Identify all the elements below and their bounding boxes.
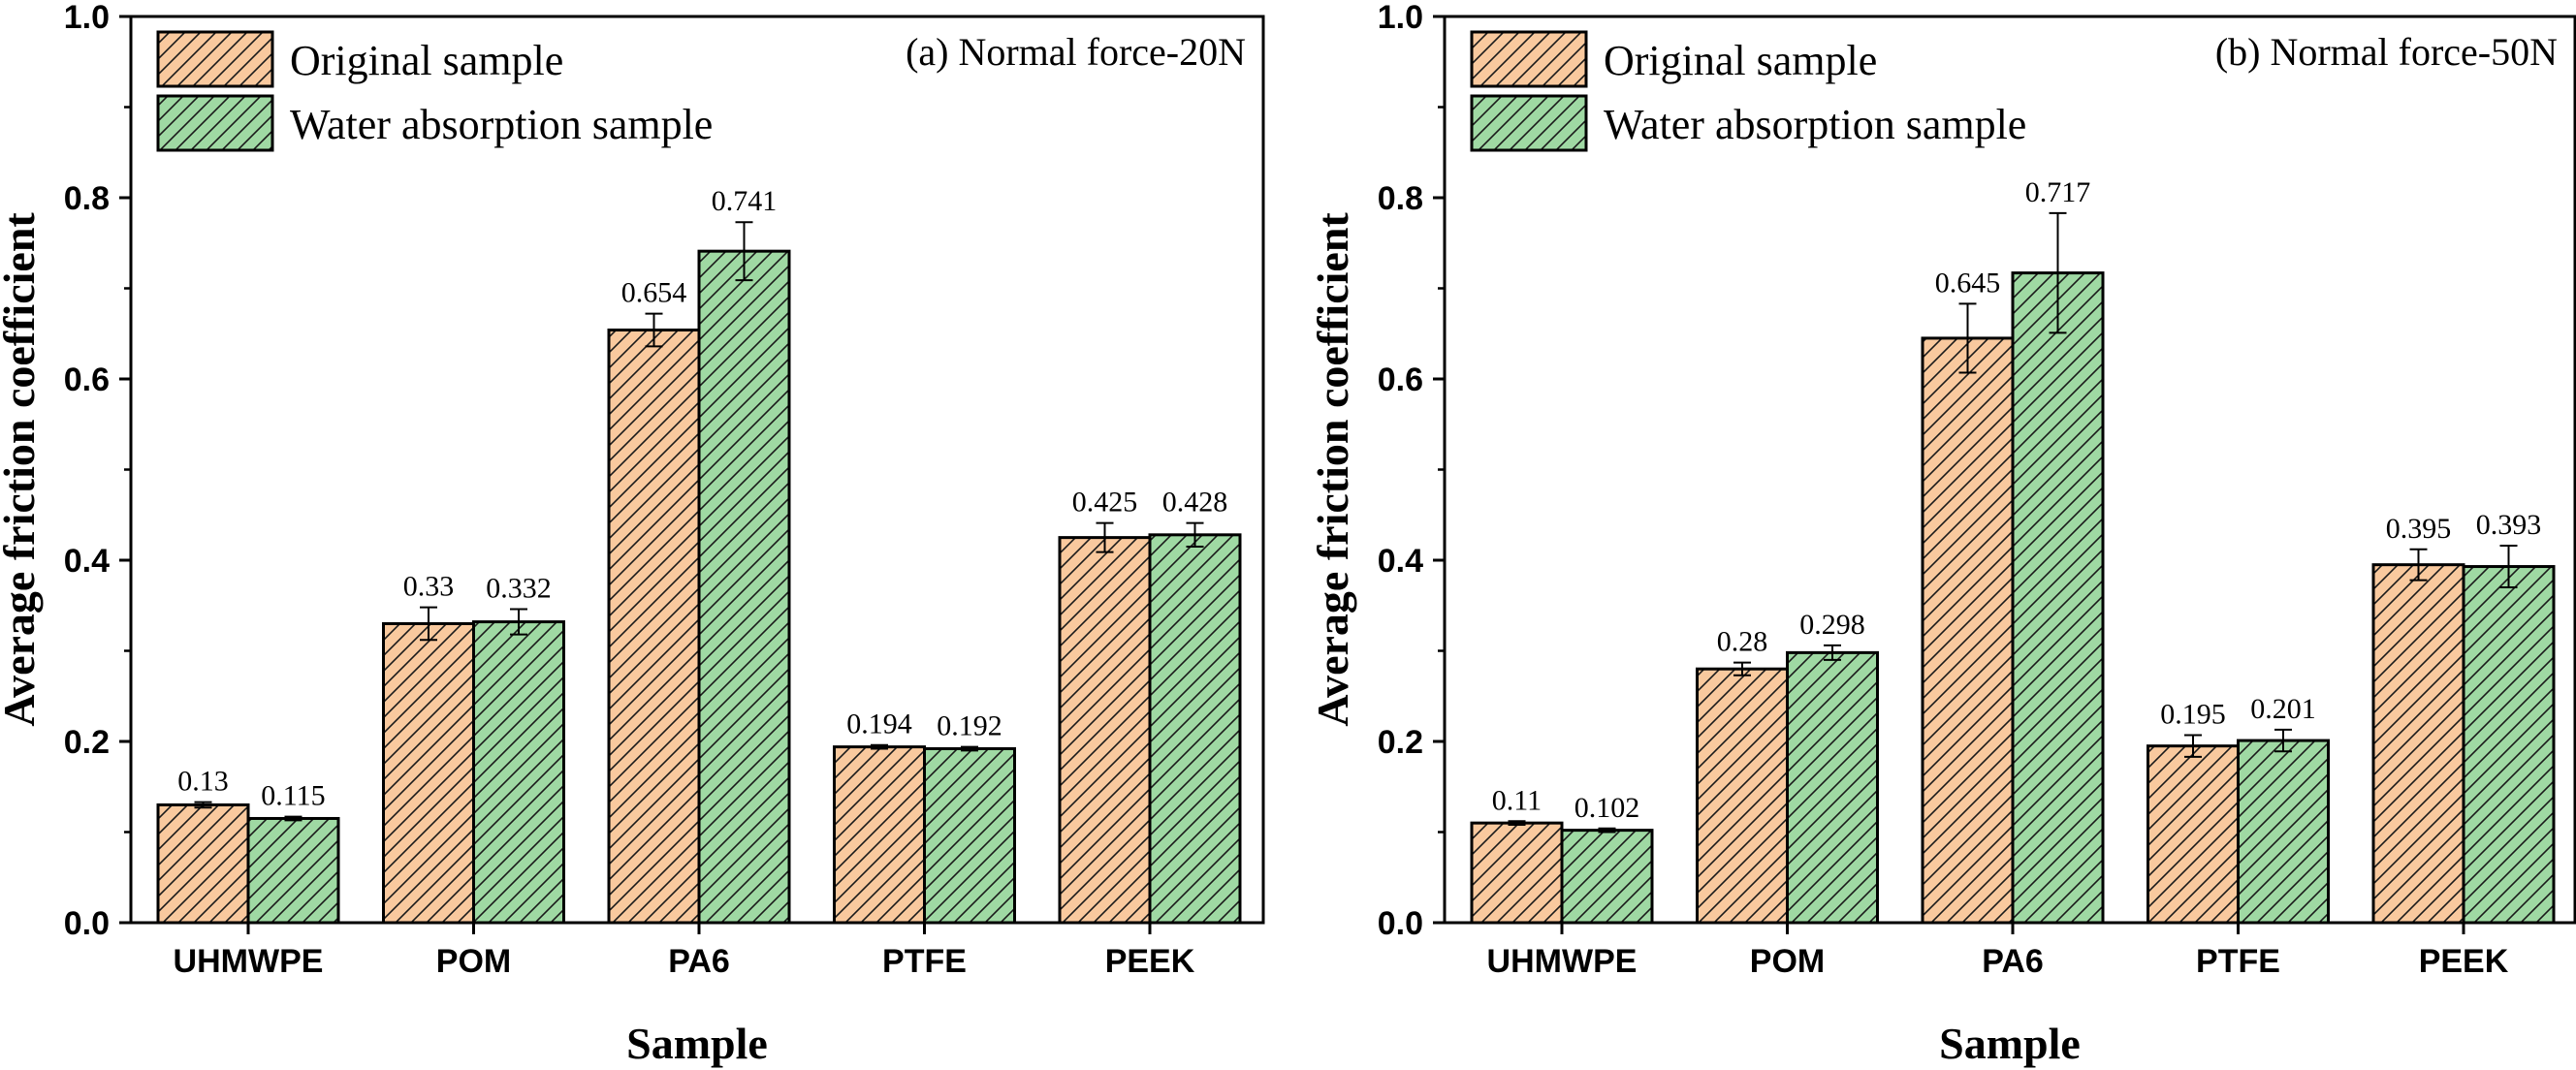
data-label: 0.13 — [177, 766, 229, 798]
bar — [2462, 565, 2556, 925]
data-label: 0.192 — [937, 710, 1002, 742]
panel-title: (a) Normal force-20N — [906, 30, 1246, 74]
bar — [923, 746, 1016, 925]
legend-label: Water absorption sample — [290, 101, 713, 148]
x-tick-label: POM — [1750, 943, 1825, 980]
y-tick-label: 0.8 — [64, 180, 110, 217]
data-label: 0.425 — [1072, 487, 1138, 519]
data-label: 0.195 — [2160, 698, 2226, 730]
bar — [2011, 271, 2105, 925]
bar — [156, 802, 250, 925]
data-label: 0.28 — [1717, 626, 1768, 658]
x-axis-title: Sample — [1939, 1019, 2081, 1068]
legend-swatch — [156, 30, 274, 88]
y-tick-label: 0.0 — [1378, 905, 1423, 942]
y-tick-label: 0.4 — [1378, 543, 1423, 580]
legend-swatch — [1470, 94, 1588, 152]
bar — [1786, 650, 1879, 925]
y-axis-title: Average friction coefficient — [0, 212, 44, 727]
bar — [1058, 536, 1152, 925]
x-tick-label: UHMWPE — [174, 943, 324, 980]
bar — [2371, 563, 2465, 925]
data-label: 0.11 — [1492, 784, 1542, 816]
bar — [246, 816, 340, 925]
bar — [1148, 533, 1242, 925]
plot-frame — [129, 15, 1265, 925]
bar — [697, 249, 791, 925]
y-tick-label: 0.4 — [64, 543, 110, 580]
y-tick-label: 0.0 — [64, 905, 110, 942]
y-tick-label: 0.2 — [1378, 724, 1423, 761]
data-label: 0.33 — [403, 571, 455, 603]
data-label: 0.428 — [1162, 487, 1228, 519]
data-label: 0.115 — [261, 780, 325, 812]
x-tick-label: PTFE — [2196, 943, 2280, 980]
data-label: 0.194 — [846, 708, 912, 740]
bar — [1921, 336, 2015, 925]
legend-swatch — [156, 94, 274, 152]
y-tick-label: 1.0 — [64, 0, 110, 36]
data-label: 0.654 — [621, 277, 687, 309]
data-label: 0.741 — [712, 185, 778, 217]
chart-panel-b: 0.0 0.2 0.4 0.6 0.8 1.0 0.11 0.102 UHMWPE 0.28 0.2… — [1308, 0, 2576, 1068]
bar — [1470, 821, 1564, 925]
bar — [607, 329, 701, 925]
x-tick-label: UHMWPE — [1487, 943, 1638, 980]
bar — [1696, 667, 1789, 925]
data-label: 0.102 — [1574, 792, 1640, 824]
data-label: 0.298 — [1799, 609, 1865, 641]
y-tick-label: 0.6 — [1378, 362, 1423, 398]
data-label: 0.395 — [2386, 513, 2452, 545]
legend-label: Original sample — [1604, 37, 1877, 84]
bar — [382, 621, 475, 925]
bar — [1560, 829, 1654, 925]
data-label: 0.332 — [486, 572, 552, 604]
data-label: 0.645 — [1935, 267, 2001, 299]
x-tick-label: PA6 — [1982, 943, 2044, 980]
x-tick-label: PTFE — [882, 943, 967, 980]
bar — [2237, 739, 2330, 925]
x-tick-label: PEEK — [2419, 943, 2509, 980]
y-tick-label: 0.8 — [1378, 180, 1423, 217]
y-axis-title: Average friction coefficient — [1308, 212, 1357, 727]
plot-frame — [1443, 15, 2576, 925]
y-tick-label: 0.6 — [64, 362, 110, 398]
bar — [833, 745, 926, 925]
bar — [472, 620, 565, 925]
y-tick-label: 1.0 — [1378, 0, 1423, 36]
x-tick-label: POM — [436, 943, 511, 980]
x-tick-label: PA6 — [668, 943, 730, 980]
bar — [2147, 744, 2240, 925]
chart-panel-a: 0.0 0.2 0.4 0.6 0.8 1.0 0.13 0.115 UHMWPE 0.33 0.3… — [0, 0, 1265, 1068]
data-label: 0.201 — [2250, 693, 2316, 725]
x-tick-label: PEEK — [1105, 943, 1195, 980]
legend-label: Original sample — [290, 37, 563, 84]
x-axis-title: Sample — [626, 1019, 768, 1068]
y-tick-label: 0.2 — [64, 724, 110, 761]
legend-label: Water absorption sample — [1604, 101, 2026, 148]
panel-title: (b) Normal force-50N — [2215, 30, 2558, 74]
data-label: 0.717 — [2025, 176, 2091, 208]
legend-swatch — [1470, 30, 1588, 88]
data-label: 0.393 — [2476, 509, 2542, 541]
